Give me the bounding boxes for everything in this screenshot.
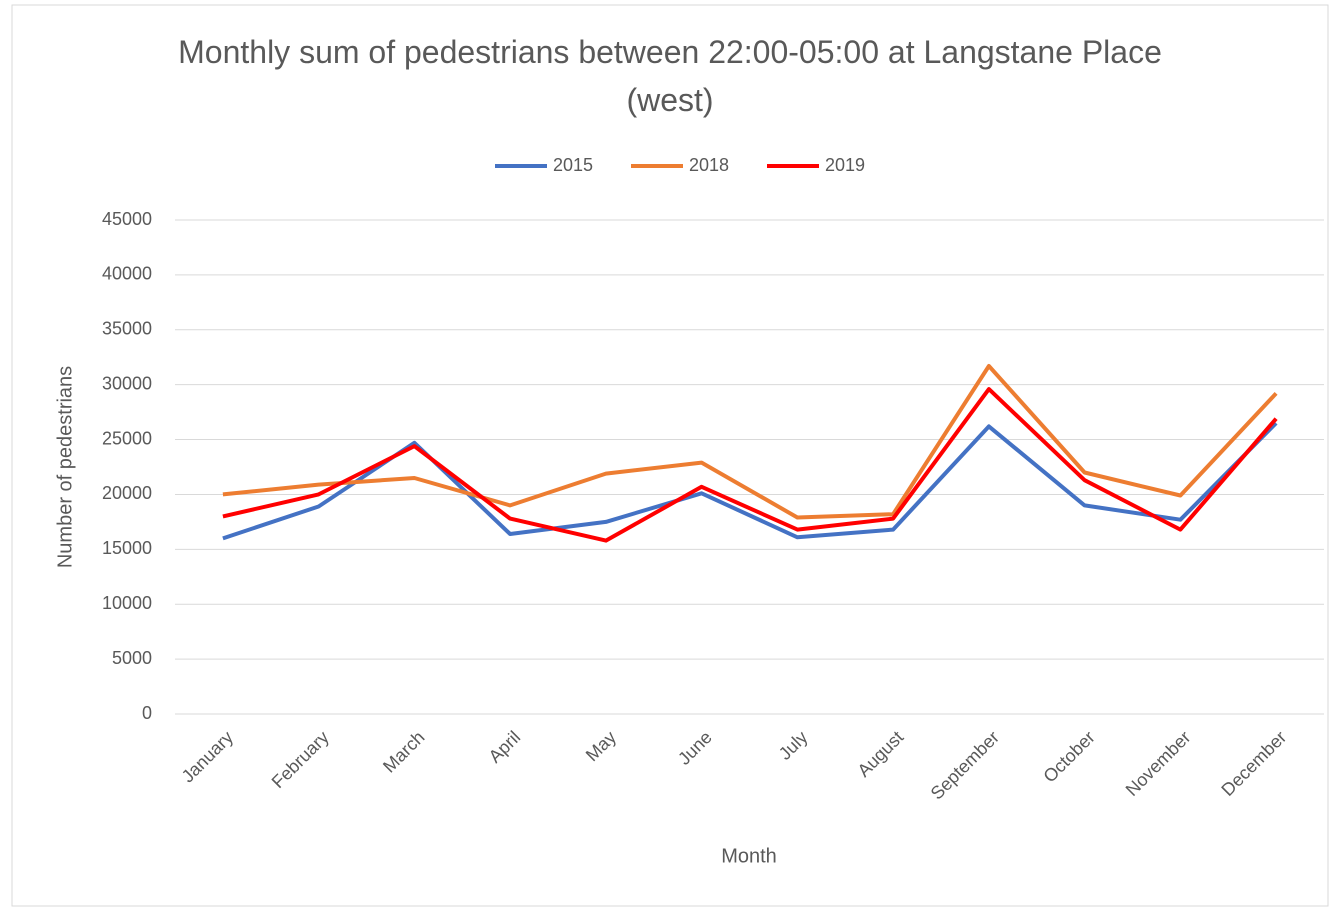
x-axis-label: Month xyxy=(721,845,777,867)
y-tick-label: 20000 xyxy=(102,483,152,503)
legend-label: 2018 xyxy=(689,155,729,175)
y-tick-label: 35000 xyxy=(102,319,152,339)
legend-label: 2019 xyxy=(825,155,865,175)
y-tick-label: 25000 xyxy=(102,428,152,448)
y-tick-label: 45000 xyxy=(102,209,152,229)
y-tick-label: 5000 xyxy=(112,648,152,668)
chart-title: Monthly sum of pedestrians between 22:00… xyxy=(178,34,1162,118)
y-tick-label: 10000 xyxy=(102,593,152,613)
y-tick-label: 30000 xyxy=(102,373,152,393)
y-tick-label: 15000 xyxy=(102,538,152,558)
line-series xyxy=(222,364,1278,520)
line-series xyxy=(222,387,1278,543)
y-tick-label: 0 xyxy=(142,703,152,723)
chart-border xyxy=(11,4,1329,907)
y-tick-label: 40000 xyxy=(102,264,152,284)
y-axis-label: Number of pedestrians xyxy=(54,366,76,568)
legend-label: 2015 xyxy=(553,155,593,175)
